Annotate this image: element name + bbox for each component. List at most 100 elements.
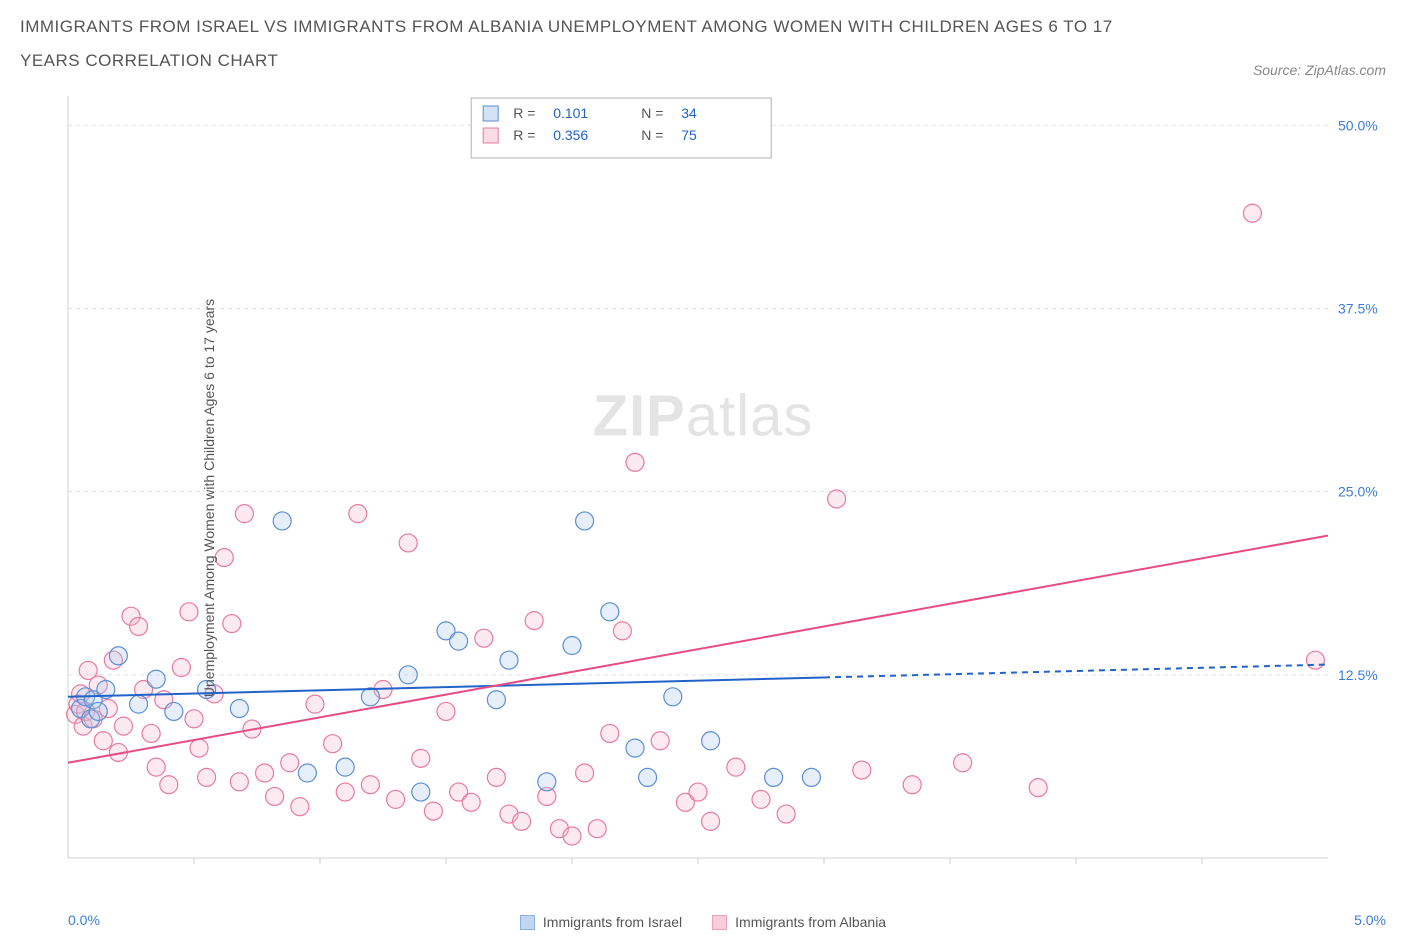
albania-point: [306, 695, 324, 713]
chart-title: IMMIGRANTS FROM ISRAEL VS IMMIGRANTS FRO…: [20, 10, 1120, 78]
albania-point: [613, 622, 631, 640]
albania-point: [777, 805, 795, 823]
israel-point: [487, 691, 505, 709]
legend-swatch: [483, 106, 498, 121]
israel-point: [601, 603, 619, 621]
albania-point: [727, 758, 745, 776]
israel-point: [298, 764, 316, 782]
albania-point: [576, 764, 594, 782]
albania-point: [324, 735, 342, 753]
israel-point: [802, 768, 820, 786]
israel-point: [702, 732, 720, 750]
israel-point: [664, 688, 682, 706]
albania-point: [487, 768, 505, 786]
israel-point: [336, 758, 354, 776]
albania-point: [1243, 204, 1261, 222]
legend-swatch: [483, 128, 498, 143]
israel-point: [576, 512, 594, 530]
israel-point: [563, 637, 581, 655]
y-tick-label: 50.0%: [1338, 117, 1378, 133]
legend-item-israel: Immigrants from Israel: [520, 914, 682, 930]
legend-n-value: 75: [681, 127, 697, 143]
albania-point: [702, 812, 720, 830]
albania-point: [399, 534, 417, 552]
israel-point: [412, 783, 430, 801]
legend-label: Immigrants from Israel: [543, 914, 682, 930]
albania-point: [223, 615, 241, 633]
albania-point: [626, 453, 644, 471]
albania-point: [903, 776, 921, 794]
albania-point: [563, 827, 581, 845]
y-tick-label: 37.5%: [1338, 300, 1378, 316]
albania-point: [172, 659, 190, 677]
israel-point: [361, 688, 379, 706]
albania-point: [954, 754, 972, 772]
legend-r-label: R =: [513, 105, 535, 121]
albania-point: [190, 739, 208, 757]
albania-point: [828, 490, 846, 508]
albania-point: [525, 612, 543, 630]
israel-point: [765, 768, 783, 786]
legend-item-albania: Immigrants from Albania: [712, 914, 886, 930]
israel-point: [147, 670, 165, 688]
israel-point: [273, 512, 291, 530]
albania-point: [601, 724, 619, 742]
albania-point: [180, 603, 198, 621]
legend-n-label: N =: [641, 127, 663, 143]
israel-point: [639, 768, 657, 786]
israel-point: [500, 651, 518, 669]
albania-point: [291, 798, 309, 816]
albania-point: [853, 761, 871, 779]
bottom-legend: Immigrants from Israel Immigrants from Al…: [20, 914, 1386, 930]
legend-n-label: N =: [641, 105, 663, 121]
israel-point: [538, 773, 556, 791]
israel-trendline-dashed: [824, 665, 1328, 678]
legend-n-value: 34: [681, 105, 697, 121]
albania-point: [160, 776, 178, 794]
albania-point: [349, 505, 367, 523]
israel-point: [109, 647, 127, 665]
albania-point: [230, 773, 248, 791]
scatter-chart: 12.5%25.0%37.5%50.0%R =0.101N =34R =0.35…: [20, 88, 1386, 878]
albania-point: [185, 710, 203, 728]
source-label: Source: ZipAtlas.com: [1233, 62, 1386, 78]
legend-swatch: [520, 915, 535, 930]
legend-r-value: 0.101: [553, 105, 588, 121]
israel-point: [165, 702, 183, 720]
x-axis-min: 0.0%: [68, 912, 100, 928]
albania-point: [130, 617, 148, 635]
legend-label: Immigrants from Albania: [735, 914, 886, 930]
albania-point: [462, 793, 480, 811]
albania-point: [651, 732, 669, 750]
albania-point: [281, 754, 299, 772]
israel-point: [450, 632, 468, 650]
israel-point: [626, 739, 644, 757]
albania-point: [336, 783, 354, 801]
albania-point: [412, 749, 430, 767]
chart-container: Unemployment Among Women with Children A…: [20, 88, 1386, 908]
y-tick-label: 25.0%: [1338, 484, 1378, 500]
albania-point: [689, 783, 707, 801]
albania-point: [266, 787, 284, 805]
albania-point: [588, 820, 606, 838]
israel-point: [399, 666, 417, 684]
legend-r-value: 0.356: [553, 127, 588, 143]
albania-point: [215, 549, 233, 567]
albania-point: [752, 790, 770, 808]
y-axis-label: Unemployment Among Women with Children A…: [201, 299, 217, 697]
albania-point: [387, 790, 405, 808]
israel-point: [89, 702, 107, 720]
legend-r-label: R =: [513, 127, 535, 143]
albania-trendline: [68, 536, 1328, 763]
albania-point: [142, 724, 160, 742]
albania-point: [147, 758, 165, 776]
legend-swatch: [712, 915, 727, 930]
albania-point: [424, 802, 442, 820]
albania-point: [437, 702, 455, 720]
albania-point: [361, 776, 379, 794]
albania-point: [235, 505, 253, 523]
albania-point: [94, 732, 112, 750]
albania-point: [114, 717, 132, 735]
israel-point: [230, 700, 248, 718]
albania-point: [1029, 779, 1047, 797]
